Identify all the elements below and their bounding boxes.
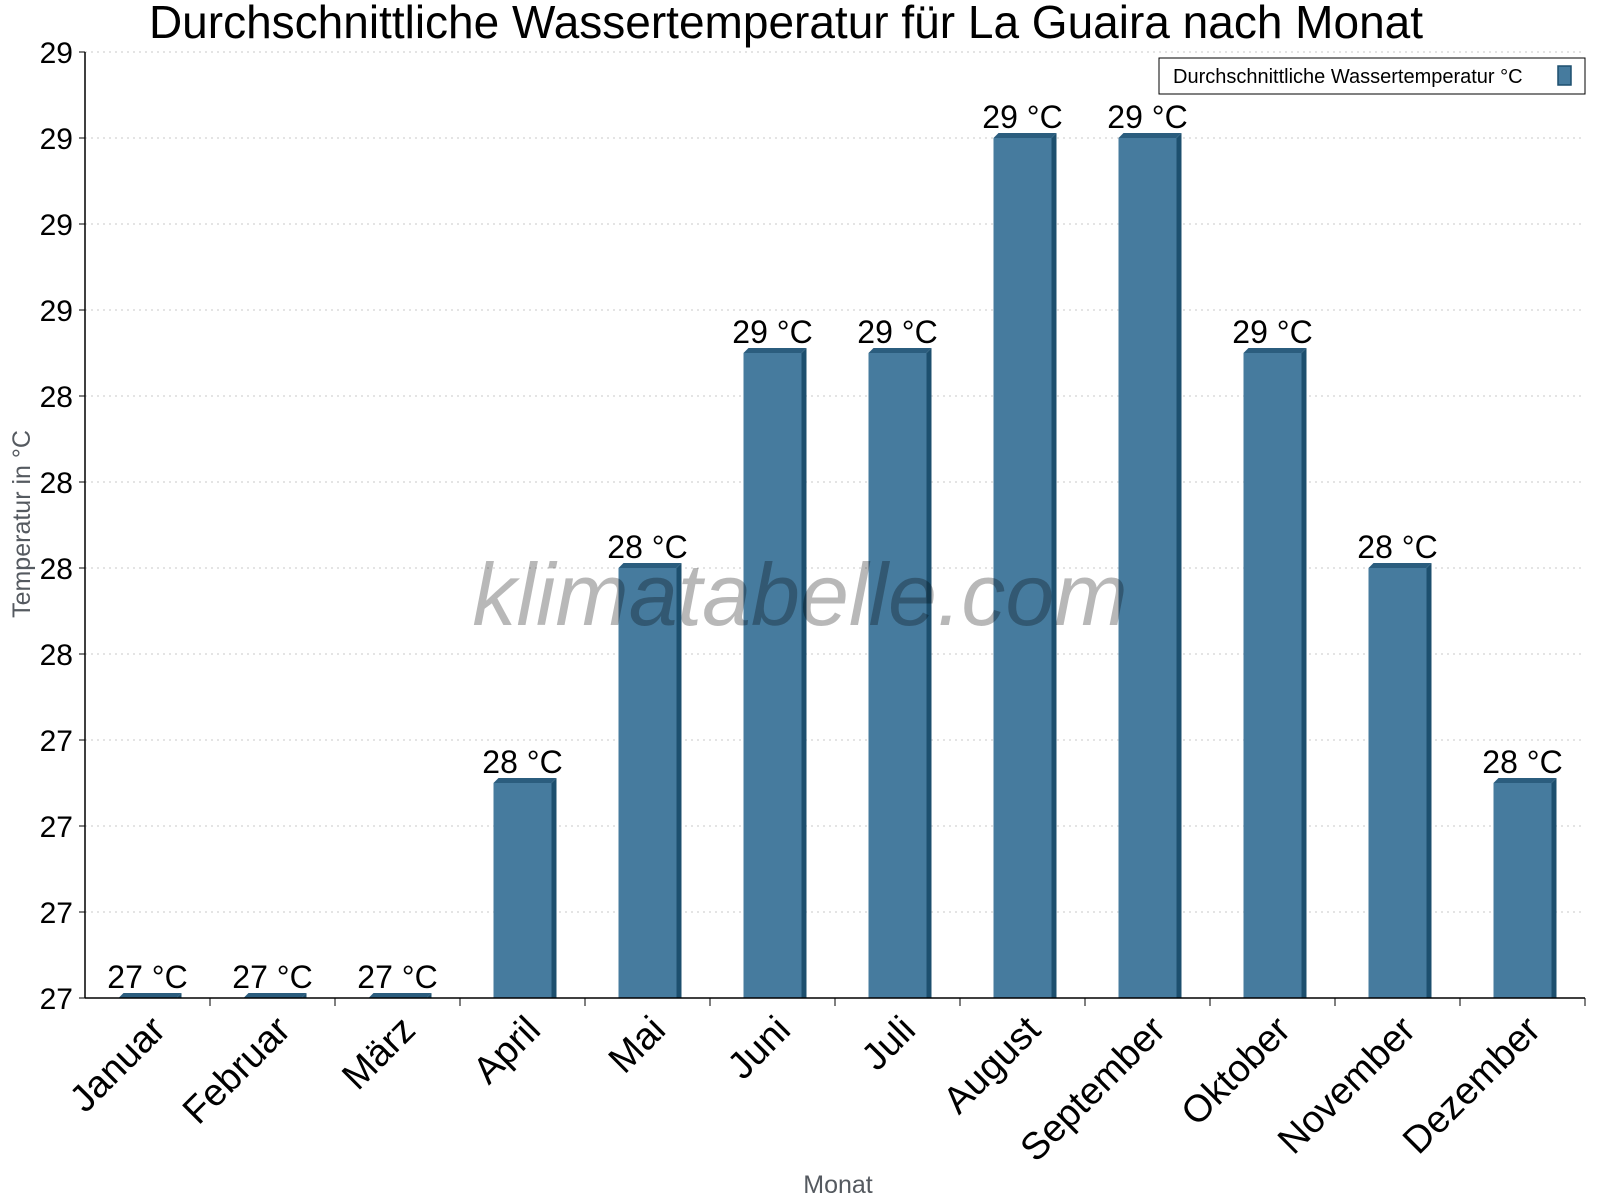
y-tick-label: 27 bbox=[40, 897, 73, 930]
bar-top bbox=[1493, 778, 1557, 783]
y-tick-label: 29 bbox=[40, 295, 73, 328]
data-label: 29 °C bbox=[1232, 314, 1312, 350]
bar bbox=[743, 353, 802, 998]
y-tick-label: 28 bbox=[40, 553, 73, 586]
data-label: 28 °C bbox=[482, 744, 562, 780]
watermark: klimatabelle.com bbox=[472, 545, 1127, 644]
y-tick-label: 29 bbox=[40, 123, 73, 156]
bar-top bbox=[243, 993, 307, 998]
data-label: 29 °C bbox=[982, 99, 1062, 135]
x-tick-label: Juni bbox=[720, 1009, 799, 1088]
bar bbox=[1118, 138, 1177, 998]
bar-top bbox=[743, 348, 807, 353]
bar-top bbox=[1368, 563, 1432, 568]
y-tick-label: 28 bbox=[40, 467, 73, 500]
bar bbox=[493, 783, 552, 998]
y-axis-ticks: 27 27 27 27 28 28 28 28 29 29 29 29 bbox=[40, 37, 85, 1016]
bar-top bbox=[993, 133, 1057, 138]
bar bbox=[618, 568, 677, 998]
data-label: 28 °C bbox=[607, 529, 687, 565]
x-tick-label: Oktober bbox=[1174, 1008, 1300, 1134]
y-axis-label: Temperatur in °C bbox=[8, 430, 36, 618]
y-tick-label: 28 bbox=[40, 639, 73, 672]
bar-top bbox=[368, 993, 432, 998]
bar-side bbox=[551, 778, 557, 998]
bar-top bbox=[1243, 348, 1307, 353]
bar bbox=[1243, 353, 1302, 998]
data-labels: 27 °C 27 °C 27 °C 28 °C 28 °C 29 °C 29 °C 29 °C… bbox=[107, 99, 1562, 995]
y-tick-label: 29 bbox=[40, 37, 73, 70]
y-tick-label: 27 bbox=[40, 725, 73, 758]
x-tick-label: Dezember bbox=[1395, 1008, 1549, 1162]
y-tick-label: 29 bbox=[40, 209, 73, 242]
data-label: 27 °C bbox=[107, 959, 187, 995]
data-label: 28 °C bbox=[1482, 744, 1562, 780]
bar-side bbox=[1426, 563, 1432, 998]
x-axis-ticks: Januar Februar März April Mai Juni Juli AugustS… bbox=[62, 998, 1586, 1170]
bar-side bbox=[1051, 133, 1057, 998]
bars bbox=[118, 133, 1557, 998]
y-tick-label: 27 bbox=[40, 983, 73, 1016]
bar-top bbox=[118, 993, 182, 998]
data-label: 29 °C bbox=[1107, 99, 1187, 135]
data-label: 28 °C bbox=[1357, 529, 1437, 565]
bar-top bbox=[493, 778, 557, 783]
bar-side bbox=[926, 348, 932, 998]
data-label: 27 °C bbox=[232, 959, 312, 995]
data-label: 29 °C bbox=[857, 314, 937, 350]
bar bbox=[1493, 783, 1552, 998]
x-axis-label: Monat bbox=[803, 1171, 873, 1199]
x-tick-label: März bbox=[334, 1009, 423, 1098]
chart-title: Durchschnittliche Wassertemperatur für L… bbox=[149, 0, 1423, 48]
bar-side bbox=[1176, 133, 1182, 998]
x-tick-label: Juli bbox=[854, 1009, 924, 1079]
bar-side bbox=[1551, 778, 1557, 998]
bar-top bbox=[1118, 133, 1182, 138]
x-tick-label: April bbox=[465, 1009, 548, 1092]
bar-side bbox=[801, 348, 807, 998]
bar-top bbox=[868, 348, 932, 353]
y-tick-label: 28 bbox=[40, 381, 73, 414]
bar bbox=[993, 138, 1052, 998]
x-tick-label: Mai bbox=[601, 1009, 674, 1082]
legend-swatch bbox=[1557, 65, 1572, 86]
grid-lines bbox=[85, 51, 1585, 913]
x-tick-label: August bbox=[936, 1008, 1050, 1122]
bar-side bbox=[676, 563, 682, 998]
legend: Durchschnittliche Wassertemperatur °C bbox=[1158, 57, 1586, 95]
bar bbox=[868, 353, 927, 998]
bar-top bbox=[618, 563, 682, 568]
axes bbox=[84, 52, 1585, 999]
legend-entry-label: Durchschnittliche Wassertemperatur °C bbox=[1173, 66, 1523, 88]
data-label: 27 °C bbox=[357, 959, 437, 995]
bar bbox=[1368, 568, 1427, 998]
bar-side bbox=[1301, 348, 1307, 998]
x-tick-label: Februar bbox=[175, 1008, 299, 1132]
data-label: 29 °C bbox=[732, 314, 812, 350]
x-tick-label: Januar bbox=[62, 1008, 174, 1120]
legend-box bbox=[1158, 57, 1586, 95]
y-tick-label: 27 bbox=[40, 811, 73, 844]
